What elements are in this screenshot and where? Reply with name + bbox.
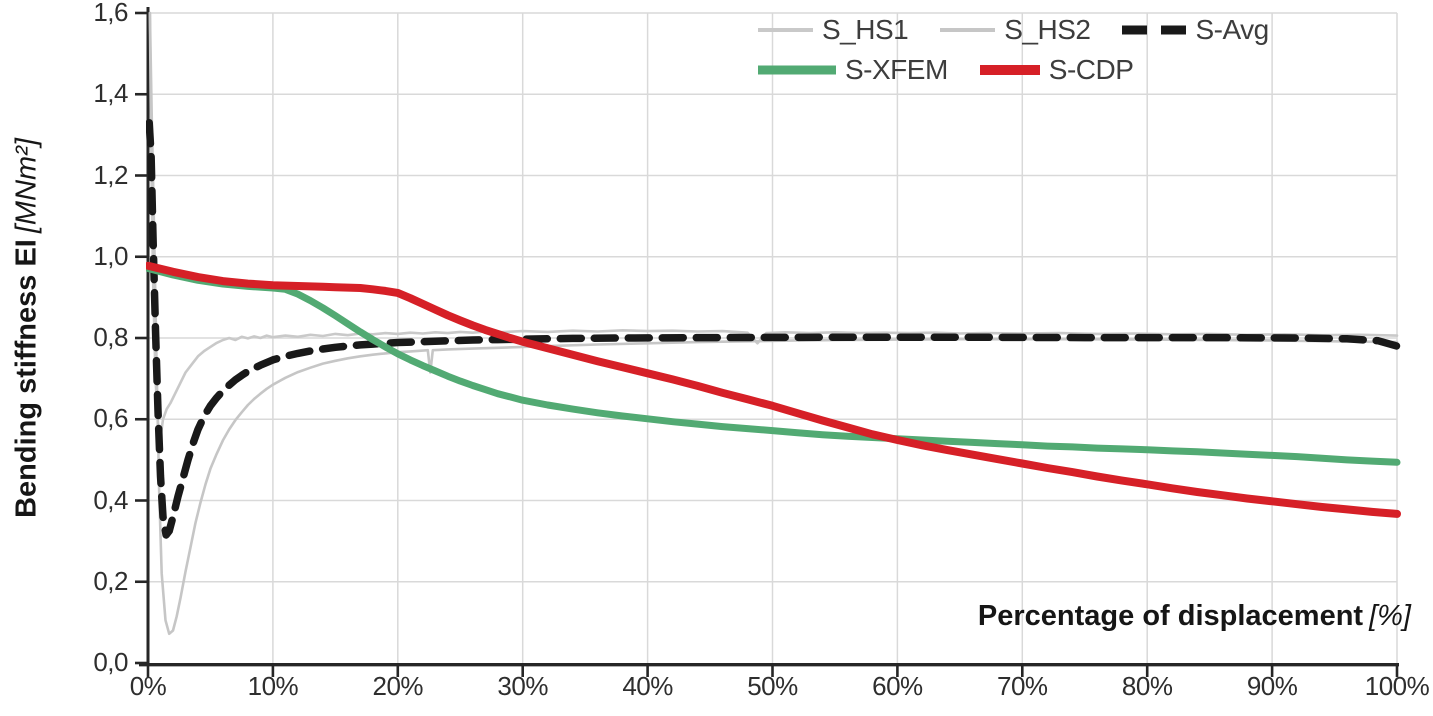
legend-label: S_HS2 <box>1004 14 1091 45</box>
x-tick-label: 0% <box>129 671 167 701</box>
x-axis-title: Percentage of displacement [%] <box>978 600 1411 633</box>
legend-swatch-S-Avg <box>1122 25 1187 35</box>
series-line-S-XFEM <box>146 265 1401 466</box>
x-axis-unit: [%] <box>1369 600 1411 632</box>
x-tick-label: 100% <box>1364 671 1430 701</box>
series-line-S-CDP <box>146 261 1401 518</box>
legend-item-S-XFEM: S-XFEM <box>758 54 948 86</box>
x-tick-label: 20% <box>372 671 424 701</box>
y-axis-title: Bending stiffness EI [MNm²] <box>11 138 44 518</box>
x-axis-title-text: Percentage of displacement <box>977 600 1364 632</box>
series-line-S-Avg <box>146 118 1401 539</box>
legend-swatch-S-CDP <box>979 65 1040 75</box>
legend-item-S_HS1: S_HS1 <box>758 14 909 46</box>
legend-row: S_HS1 S_HS2 S-Avg <box>758 14 1269 46</box>
x-tick-label: 10% <box>247 671 299 701</box>
legend-item-S-Avg: S-Avg <box>1122 14 1269 46</box>
x-tick-label: 30% <box>497 671 548 701</box>
x-tick-label: 80% <box>1121 671 1173 701</box>
y-axis-unit: [MNm²] <box>10 138 43 234</box>
y-axis-title-text: Bending stiffness EI <box>10 239 43 518</box>
y-tick-label: 1,6 <box>93 0 128 27</box>
y-tick-label: 1,0 <box>93 240 128 271</box>
x-tick-label: 60% <box>872 671 923 701</box>
x-tick-label: 50% <box>747 671 798 701</box>
y-tick-label: 0,6 <box>93 403 128 434</box>
legend-swatch-S_HS1 <box>758 28 813 32</box>
legend-item-S_HS2: S_HS2 <box>940 14 1091 46</box>
x-tick-label: 40% <box>622 671 673 701</box>
series-line-S_HS2 <box>148 11 1399 636</box>
y-tick-label: 1,4 <box>93 78 128 109</box>
series-line-S_HS1 <box>148 11 1399 439</box>
y-tick-label: 1,2 <box>93 159 128 190</box>
legend-row: S-XFEM S-CDP <box>758 54 1269 86</box>
legend-swatch-S-XFEM <box>758 65 836 75</box>
legend-label: S_HS1 <box>822 14 909 45</box>
y-tick-label: 0,0 <box>93 647 128 677</box>
legend-label: S-CDP <box>1048 54 1134 85</box>
x-tick-label: 90% <box>1246 671 1298 701</box>
legend-item-S-CDP: S-CDP <box>979 54 1134 86</box>
legend-label: S-XFEM <box>845 54 948 85</box>
y-tick-label: 0,2 <box>93 565 128 596</box>
legend: S_HS1 S_HS2 S-Avg S-XFEM S-CDP <box>758 14 1269 86</box>
legend-label: S-Avg <box>1195 14 1269 45</box>
y-tick-label: 0,4 <box>93 484 128 515</box>
legend-swatch-S_HS2 <box>940 28 996 32</box>
y-tick-label: 0,8 <box>93 322 128 352</box>
x-tick-label: 70% <box>997 671 1048 701</box>
